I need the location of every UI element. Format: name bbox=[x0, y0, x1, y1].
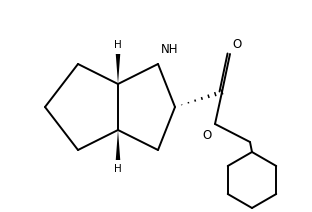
Text: O: O bbox=[203, 129, 212, 142]
Polygon shape bbox=[116, 130, 120, 160]
Polygon shape bbox=[116, 54, 120, 84]
Text: H: H bbox=[114, 164, 122, 174]
Text: H: H bbox=[114, 40, 122, 50]
Text: NH: NH bbox=[161, 43, 178, 56]
Text: O: O bbox=[232, 38, 241, 51]
